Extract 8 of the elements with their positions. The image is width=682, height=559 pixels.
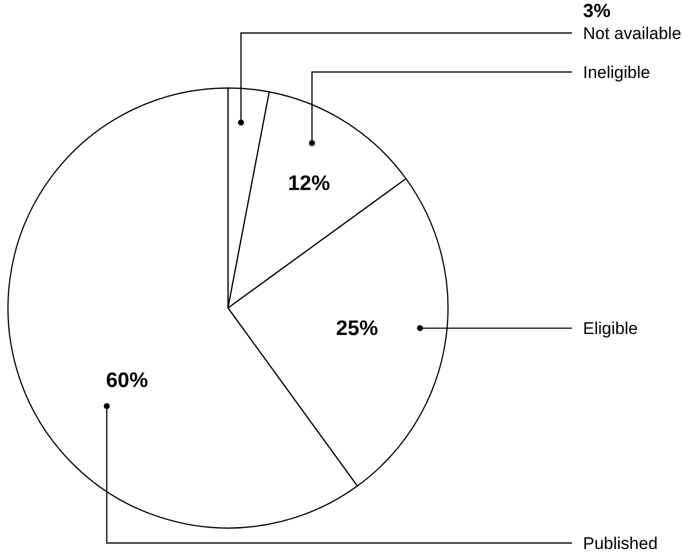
data-label: 3%: [583, 1, 611, 22]
data-label: 60%: [106, 369, 148, 392]
slice-label: Ineligible: [583, 63, 650, 82]
slice-label: Published: [583, 534, 658, 553]
slice-label: Eligible: [583, 319, 638, 338]
slice-label: Not available: [583, 24, 682, 43]
data-label: 12%: [288, 172, 330, 195]
data-label: 25%: [336, 317, 378, 340]
